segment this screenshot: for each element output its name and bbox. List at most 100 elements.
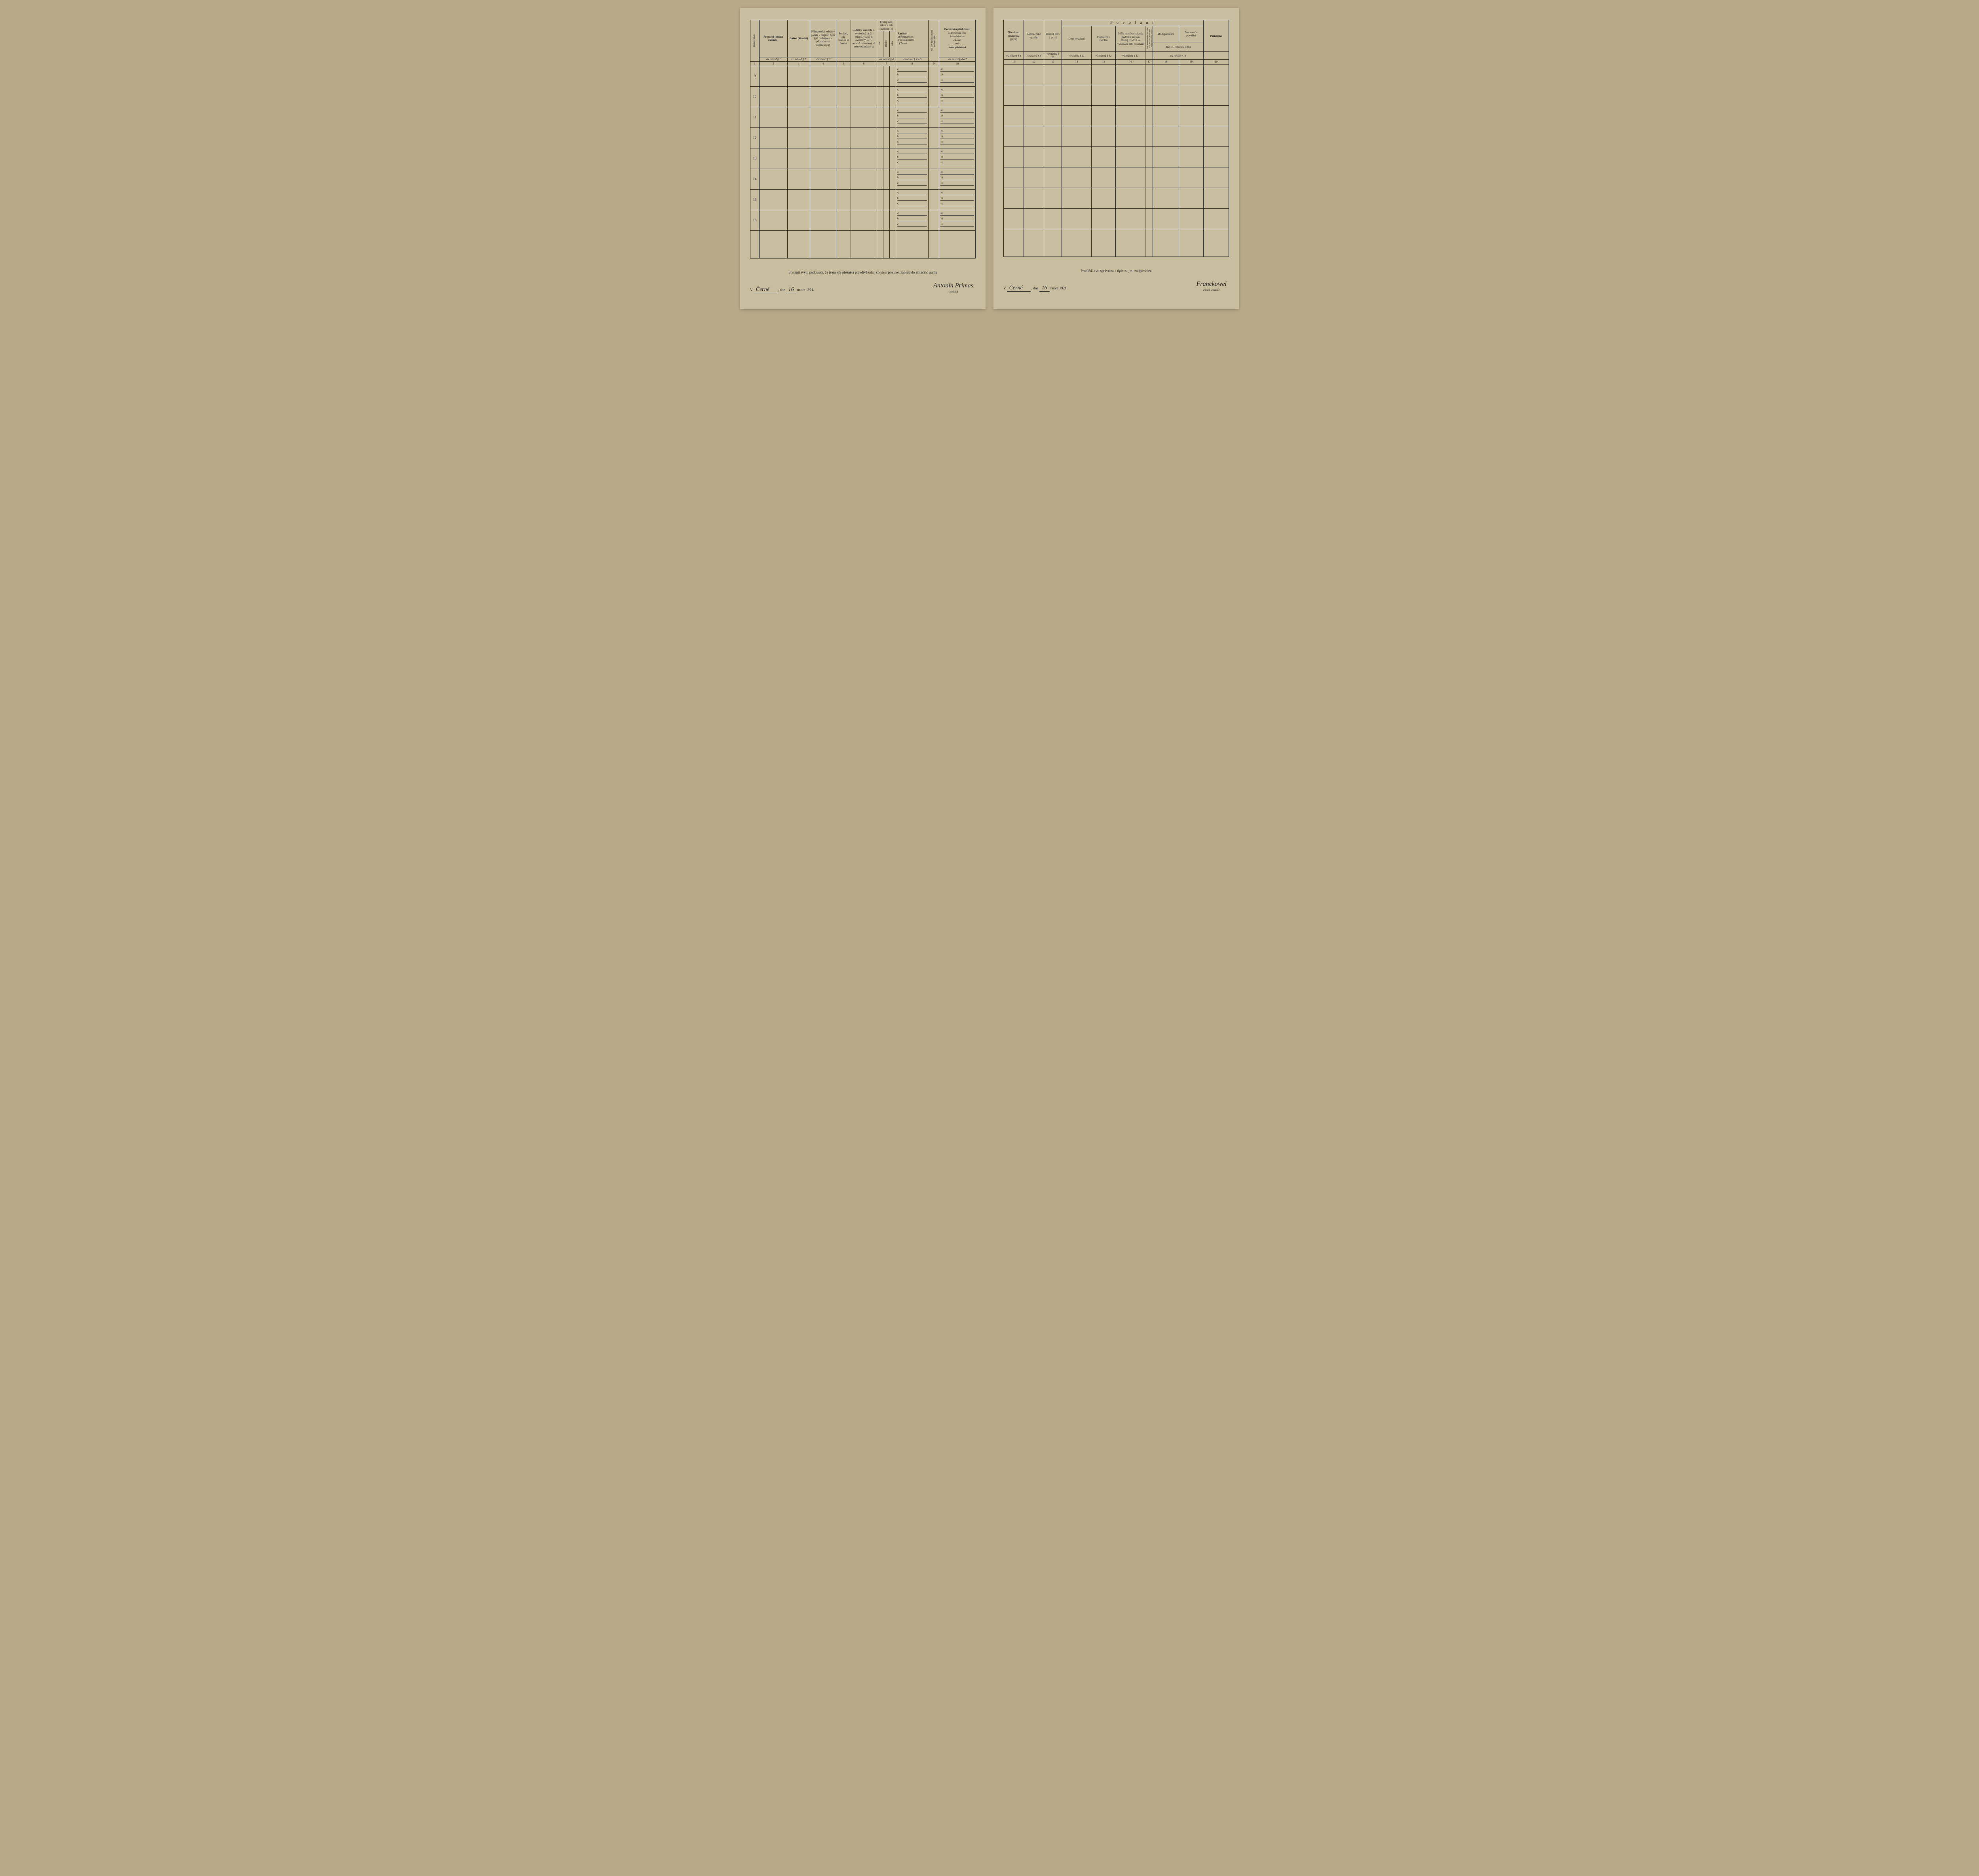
left-table: Řadové číslo Příjmení (jméno rodinné) Jm… bbox=[750, 20, 976, 258]
rownum: 15 bbox=[750, 190, 760, 210]
left-page: Řadové číslo Příjmení (jméno rodinné) Jm… bbox=[740, 8, 986, 309]
cn6: 6 bbox=[851, 61, 877, 66]
place-handwritten: Černé bbox=[1007, 285, 1031, 292]
nav14: viz návod § 14 bbox=[1153, 52, 1204, 60]
abc-cell: a)b)c) bbox=[939, 66, 976, 87]
table-row bbox=[1004, 85, 1229, 105]
declare-text: Stvrzuji svým podpisem, že jsem vše přes… bbox=[750, 270, 976, 274]
empty-row bbox=[750, 231, 976, 258]
table-row: 15 a)b)c) a)b)c) bbox=[750, 190, 976, 210]
col-9-header: Od kdy bydlí zapsaná osoba v obci? bbox=[929, 20, 939, 62]
table-row bbox=[1004, 105, 1229, 126]
left-header: Řadové číslo Příjmení (jméno rodinné) Jm… bbox=[750, 20, 976, 66]
col-10-header: Domovská příslušnost (a Domovská obec b … bbox=[939, 20, 976, 57]
cn14: 14 bbox=[1062, 60, 1092, 64]
col-7b: měsíce bbox=[883, 31, 889, 57]
nav2: viz návod § 2 bbox=[787, 57, 810, 61]
signature-block: Antonín Primas (podpis) bbox=[931, 282, 976, 293]
col-1-header: Řadové číslo bbox=[750, 20, 760, 62]
place-date: V Černé , dne 16 února 1921. bbox=[750, 287, 814, 293]
right-header: Národnost (mateřský jazyk) Náboženské vy… bbox=[1004, 20, 1229, 65]
cn5: 5 bbox=[836, 61, 851, 66]
table-row bbox=[1004, 126, 1229, 146]
nav9: viz návod § 9 bbox=[1024, 52, 1044, 60]
table-row: 12 a)b)c) a)b)c) bbox=[750, 128, 976, 148]
col19: Postavení v povolání bbox=[1179, 26, 1204, 42]
table-row: 13 a)b)c) a)b)c) bbox=[750, 148, 976, 169]
povolani-header: P o v o l á n í bbox=[1062, 20, 1204, 26]
col-8-header: Rodiště: a) Rodná obec b Soudní okres c)… bbox=[896, 20, 928, 57]
table-row: 11 a)b)c) a)b)c) bbox=[750, 107, 976, 128]
nav4: viz návod § 4 bbox=[877, 57, 896, 61]
nav1: viz návod § 1 bbox=[759, 57, 787, 61]
table-row bbox=[1004, 188, 1229, 208]
place-date: V Černé , dne 16 února 1921. bbox=[1003, 285, 1067, 292]
col-4-header: Příbuzenský neb jiný poměr k majiteli by… bbox=[810, 20, 836, 57]
day-handwritten: 16 bbox=[786, 287, 796, 293]
col16: Bližší označení závodu (podniku, ústavu,… bbox=[1116, 26, 1145, 52]
place-handwritten: Černé bbox=[754, 287, 777, 293]
nav3: viz návod § 3 bbox=[810, 57, 836, 61]
cn1: 1 bbox=[750, 61, 760, 66]
cn2: 2 bbox=[759, 61, 787, 66]
table-row: 9 a)b)c) a)b)c) bbox=[750, 66, 976, 87]
cn13: 13 bbox=[1044, 60, 1062, 64]
sub1914: dne 16. července 1914 bbox=[1153, 42, 1204, 52]
table-row bbox=[1004, 146, 1229, 167]
rownum: 12 bbox=[750, 128, 760, 148]
nav8: viz návod § 8 bbox=[1004, 52, 1024, 60]
signature: Franckowel bbox=[1194, 281, 1229, 288]
right-table: Národnost (mateřský jazyk) Náboženské vy… bbox=[1003, 20, 1229, 257]
cn20: 20 bbox=[1204, 60, 1229, 64]
table-row bbox=[1004, 208, 1229, 229]
abc-cell: a)b)c) bbox=[896, 66, 928, 87]
cn3: 3 bbox=[787, 61, 810, 66]
empty-row bbox=[1004, 229, 1229, 257]
col-2-header: Příjmení (jméno rodinné) bbox=[759, 20, 787, 57]
cn18: 18 bbox=[1153, 60, 1179, 64]
nav5: viz návod § 4 a 5 bbox=[896, 57, 928, 61]
rownum: 14 bbox=[750, 169, 760, 190]
col18: Druh povolání bbox=[1153, 26, 1179, 42]
nav-e2 bbox=[1204, 52, 1229, 60]
nav3c bbox=[851, 57, 877, 61]
col17: Máli zapsaná osoba dvě nebo více povolán… bbox=[1145, 26, 1153, 52]
col14: Druh povolání bbox=[1062, 26, 1092, 52]
nav11: viz návod § 11 bbox=[1062, 52, 1092, 60]
col-3-header: Jméno (křestní) bbox=[787, 20, 810, 57]
rownum: 16 bbox=[750, 210, 760, 231]
table-row: 16 a)b)c) a)b)c) bbox=[750, 210, 976, 231]
nav3b bbox=[836, 57, 851, 61]
cn8: 8 bbox=[896, 61, 928, 66]
declare-text: Prohlédl a za správnost a úplnost jest z… bbox=[1003, 269, 1229, 273]
rownum: 13 bbox=[750, 148, 760, 169]
cn9: 9 bbox=[929, 61, 939, 66]
left-footer: Stvrzuji svým podpisem, že jsem vše přes… bbox=[750, 270, 976, 293]
day-handwritten: 16 bbox=[1039, 285, 1050, 292]
col12: Náboženské vyznání bbox=[1024, 20, 1044, 52]
left-body: 9 a)b)c) a)b)c) 10 a)b)c) a)b)c) 11 a)b)… bbox=[750, 66, 976, 258]
nav12: viz návod § 12 bbox=[1091, 52, 1116, 60]
cn16: 16 bbox=[1116, 60, 1145, 64]
rownum: 10 bbox=[750, 87, 760, 107]
table-row: 14 a)b)c) a)b)c) bbox=[750, 169, 976, 190]
table-row bbox=[1004, 64, 1229, 85]
nav-e bbox=[1145, 52, 1153, 60]
nav7: viz návod § 4 a 7 bbox=[939, 57, 976, 61]
rownum: 11 bbox=[750, 107, 760, 128]
nav10: viz návod § 10 bbox=[1044, 52, 1062, 60]
right-footer: Prohlédl a za správnost a úplnost jest z… bbox=[1003, 269, 1229, 292]
cn4: 4 bbox=[810, 61, 836, 66]
col11: Národnost (mateřský jazyk) bbox=[1004, 20, 1024, 52]
col15: Postavení v povolání bbox=[1091, 26, 1116, 52]
nav13: viz návod § 13 bbox=[1116, 52, 1145, 60]
cn19: 19 bbox=[1179, 60, 1204, 64]
col-7a: dne bbox=[877, 31, 883, 57]
cn11: 11 bbox=[1004, 60, 1024, 64]
signature-block: Franckowel sčítací komisař. bbox=[1194, 281, 1229, 292]
cn17: 17 bbox=[1145, 60, 1153, 64]
cn7: 7 bbox=[877, 61, 896, 66]
col-7c: roku bbox=[889, 31, 896, 57]
cn15: 15 bbox=[1091, 60, 1116, 64]
cn10: 10 bbox=[939, 61, 976, 66]
